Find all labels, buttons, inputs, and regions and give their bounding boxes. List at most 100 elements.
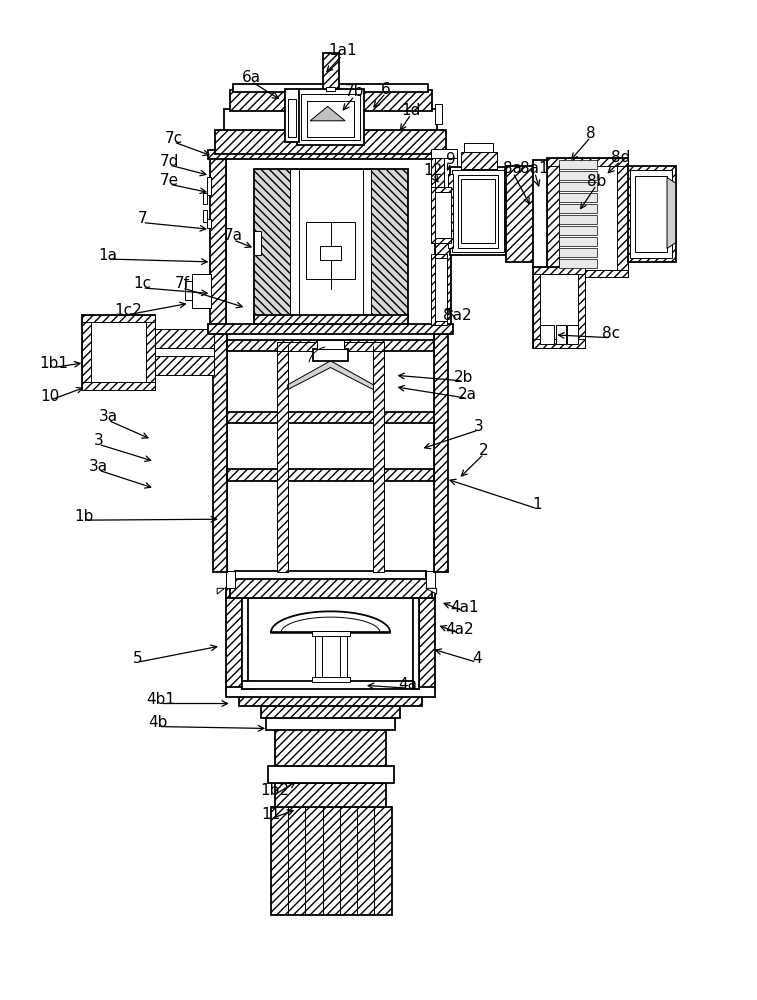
Bar	[559, 215, 597, 224]
Bar	[434, 334, 448, 572]
Bar	[617, 158, 628, 277]
Text: 3: 3	[94, 433, 104, 448]
Polygon shape	[667, 177, 676, 248]
Bar	[547, 158, 628, 166]
Text: 9: 9	[447, 152, 456, 167]
Bar	[242, 598, 248, 689]
Text: 7e: 7e	[160, 173, 179, 188]
Bar	[235, 571, 426, 579]
Text: 7d: 7d	[160, 154, 179, 169]
Text: 1d: 1d	[401, 103, 421, 118]
Text: 11: 11	[261, 807, 281, 822]
Text: 12: 12	[423, 163, 443, 178]
Bar	[239, 689, 422, 706]
Text: 8a1: 8a1	[520, 161, 549, 176]
Bar	[533, 267, 585, 348]
Text: 4b1: 4b1	[146, 692, 175, 707]
Bar	[444, 154, 457, 187]
Bar	[559, 160, 597, 169]
Text: 2b: 2b	[454, 370, 473, 385]
Text: 7c: 7c	[164, 131, 182, 146]
Text: 4a: 4a	[398, 677, 417, 692]
Bar	[227, 412, 434, 423]
Bar	[266, 718, 395, 730]
Text: 5: 5	[132, 651, 142, 666]
Bar	[301, 94, 360, 140]
Bar	[534, 270, 583, 345]
Bar	[268, 766, 394, 783]
Bar	[226, 687, 435, 697]
Bar	[233, 84, 428, 92]
Bar	[213, 334, 227, 572]
Bar	[229, 577, 431, 598]
Text: 1c2: 1c2	[114, 303, 142, 318]
Bar	[226, 595, 242, 689]
Bar	[203, 210, 207, 222]
Bar	[307, 101, 354, 137]
Bar	[315, 632, 322, 680]
Bar	[568, 325, 578, 344]
Bar	[547, 158, 559, 277]
Text: 4a2: 4a2	[446, 622, 474, 637]
Bar	[559, 204, 597, 213]
Bar	[431, 187, 451, 243]
Bar	[559, 259, 597, 268]
Bar	[154, 356, 214, 375]
Bar	[254, 231, 260, 255]
Bar	[320, 246, 341, 260]
Bar	[506, 166, 535, 262]
Bar	[288, 99, 296, 137]
Text: 8a2: 8a2	[443, 308, 472, 323]
Text: 8a: 8a	[503, 161, 522, 176]
Bar	[146, 315, 154, 390]
Bar	[207, 177, 211, 195]
Bar	[630, 170, 672, 258]
Bar	[452, 170, 504, 252]
Bar	[459, 175, 497, 248]
Text: 4b: 4b	[148, 715, 168, 730]
Bar	[340, 632, 347, 680]
Bar	[578, 267, 585, 348]
Bar	[207, 150, 453, 159]
Text: 7: 7	[138, 211, 147, 226]
Polygon shape	[288, 361, 373, 390]
Text: 7a: 7a	[223, 229, 243, 243]
Bar	[210, 156, 226, 334]
Bar	[254, 169, 407, 318]
Text: 6: 6	[381, 82, 391, 97]
Bar	[297, 89, 364, 145]
Bar	[82, 315, 154, 390]
Bar	[431, 151, 444, 191]
Text: 7b: 7b	[345, 85, 364, 100]
Text: 3: 3	[474, 419, 484, 434]
Bar	[224, 109, 437, 130]
Text: 1c: 1c	[133, 276, 151, 292]
Bar	[373, 346, 385, 572]
Bar	[185, 281, 192, 300]
Bar	[431, 149, 457, 158]
Bar	[316, 340, 344, 349]
Bar	[192, 274, 211, 308]
Text: 10: 10	[40, 389, 60, 404]
Bar	[82, 315, 91, 390]
Bar	[628, 166, 676, 262]
Bar	[226, 588, 435, 598]
Bar	[413, 598, 419, 689]
Text: 4: 4	[472, 651, 481, 666]
Bar	[435, 156, 451, 334]
Polygon shape	[425, 588, 437, 594]
Text: 6a: 6a	[241, 70, 261, 85]
Bar	[154, 329, 214, 348]
Bar	[461, 179, 495, 243]
Bar	[276, 729, 387, 766]
Bar	[425, 571, 435, 588]
Text: 3a: 3a	[89, 459, 108, 474]
Bar	[227, 340, 434, 351]
Bar	[559, 171, 597, 180]
Bar	[285, 89, 298, 142]
Bar	[448, 174, 453, 248]
Bar	[533, 267, 540, 348]
Text: 1b1: 1b1	[39, 356, 68, 371]
Bar	[277, 342, 385, 351]
Text: 2: 2	[479, 443, 489, 458]
